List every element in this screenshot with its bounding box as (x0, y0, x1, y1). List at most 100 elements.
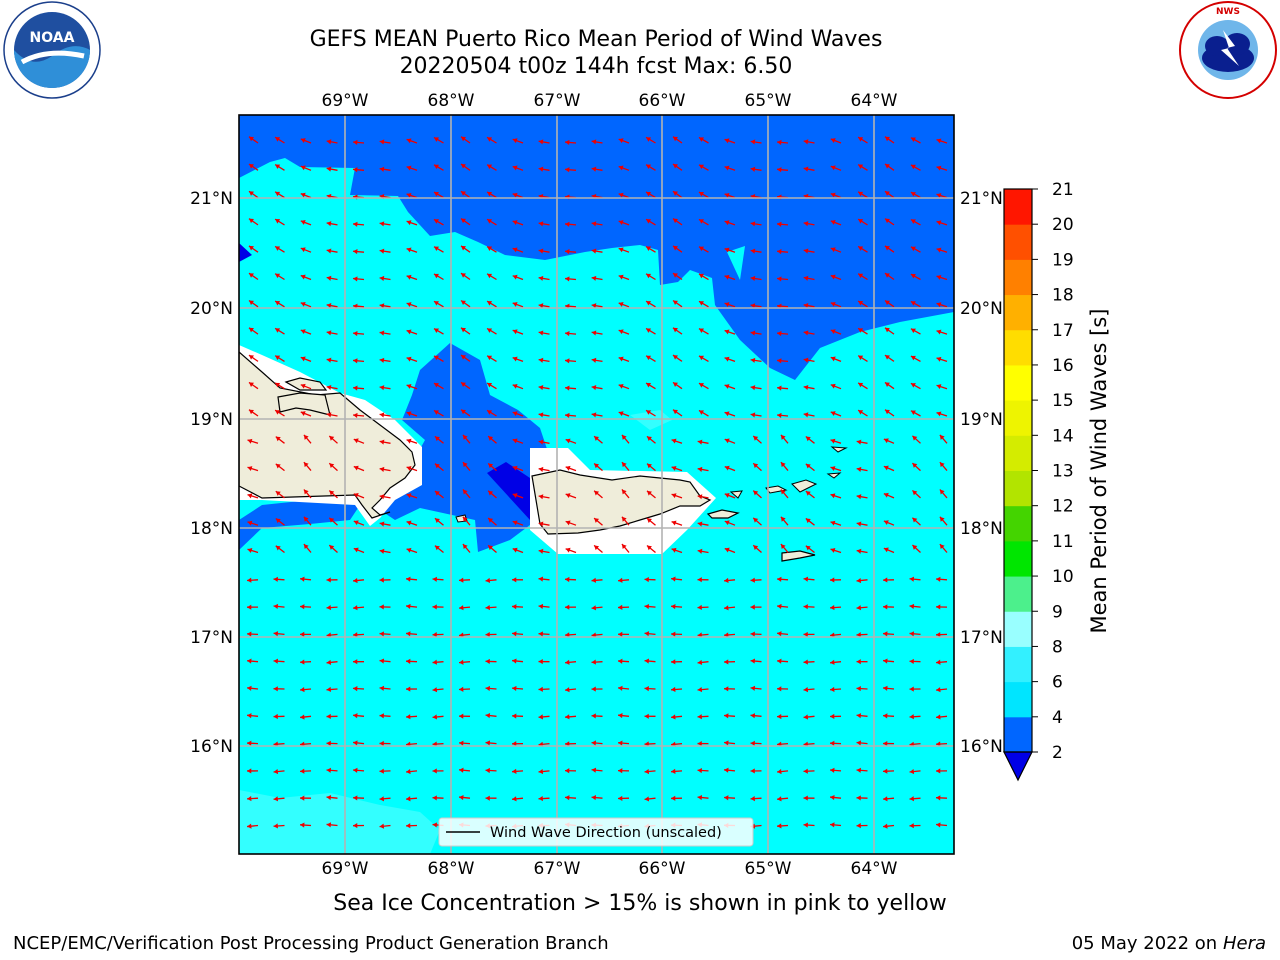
wind-arrow-head (379, 548, 385, 554)
wind-arrow-head (406, 274, 412, 280)
wind-arrow-head (538, 576, 544, 582)
wind-arrow-head (512, 165, 518, 171)
wind-arrow-head (803, 275, 809, 281)
wind-arrow-head (353, 385, 358, 391)
wind-arrow-head (538, 494, 544, 500)
wind-arrow-head (326, 740, 331, 746)
wind-arrow-head (326, 275, 332, 281)
wind-arrow-head (724, 220, 730, 226)
wind-arrow-head (858, 219, 864, 224)
wind-arrow-head (512, 138, 518, 144)
wind-arrow-head (248, 355, 254, 360)
wind-arrow-head (884, 245, 890, 251)
wind-arrow-head (884, 409, 890, 415)
colorbar-segment (1004, 611, 1032, 647)
wind-arrow-head (777, 769, 782, 775)
wind-arrow-head (433, 246, 439, 252)
wind-arrow-head (248, 191, 254, 196)
wind-arrow-head (275, 410, 281, 415)
colorbar-segment (1004, 294, 1032, 331)
puerto-rico-land (531, 469, 712, 535)
wind-arrow-head (247, 823, 252, 829)
wind-arrow-head (353, 358, 358, 364)
wind-arrow-head (883, 438, 889, 444)
wind-arrow-head (697, 466, 703, 472)
wind-arrow-head (777, 385, 782, 391)
wind-arrow-head (909, 576, 915, 582)
wind-arrow-head (805, 436, 811, 442)
wind-arrow-head (538, 686, 543, 692)
wind-arrow-head (432, 795, 437, 801)
wind-arrow-head (248, 164, 254, 169)
date-stamp: 05 May 2022 on Hera (1072, 933, 1266, 954)
wind-arrow-head (777, 139, 782, 145)
wind-arrow-head (724, 605, 729, 611)
wind-arrow-head (644, 576, 649, 583)
lat-label-left: 17°N (190, 628, 233, 648)
wind-arrow-head (724, 493, 730, 498)
nws-logo: NWS (1179, 1, 1277, 99)
wind-arrow-head (724, 438, 730, 444)
wind-arrow-head (300, 247, 306, 253)
wind-arrow-head (672, 300, 678, 306)
wind-arrow-head (326, 659, 332, 665)
wind-arrow-head (488, 436, 494, 441)
wind-arrow-head (646, 545, 652, 551)
wind-arrow-head (646, 328, 652, 333)
colorbar-segment (1004, 364, 1032, 401)
wind-arrow-head (300, 768, 305, 774)
wind-arrow-head (300, 356, 306, 362)
wind-arrow-head (247, 631, 252, 637)
wind-arrow-head (460, 191, 466, 196)
wind-arrow-head (248, 382, 254, 387)
wind-arrow-head (805, 545, 811, 551)
wind-arrow-head (856, 686, 861, 692)
wind-arrow-head (487, 328, 493, 333)
lon-label-bottom: 68°W (428, 859, 475, 879)
wind-arrow-head (275, 301, 281, 306)
wind-arrow-head (273, 769, 279, 775)
wind-arrow-head (618, 247, 624, 253)
wind-arrow-head (803, 330, 809, 336)
wind-arrow-head (724, 356, 730, 362)
wind-arrow-head (300, 576, 305, 582)
wind-arrow-head (406, 302, 412, 308)
wind-arrow-head (275, 436, 281, 442)
wind-arrow-head (936, 632, 941, 638)
wind-arrow-head (724, 713, 729, 719)
lon-labels-bottom: 69°W 68°W 67°W 66°W 65°W 64°W (322, 859, 898, 879)
wind-arrow-head (433, 410, 439, 415)
wind-arrow-head (591, 713, 596, 719)
high-period-region-south (239, 790, 440, 854)
wind-arrow-head (621, 489, 627, 495)
wind-arrow-head (353, 276, 358, 282)
wind-arrow-head (326, 166, 332, 172)
wind-arrow-head (460, 273, 466, 278)
wind-arrow-head (379, 685, 385, 691)
wind-arrow-head (459, 686, 464, 692)
wind-arrow-head (459, 740, 464, 746)
wind-arrow-head (326, 384, 332, 391)
wind-arrow-head (909, 603, 915, 609)
wind-arrow-head (353, 632, 358, 638)
wind-arrow-head (512, 192, 518, 198)
wind-arrow-head (672, 355, 678, 360)
wind-arrow-head (485, 713, 491, 719)
wind-arrow-head (939, 434, 945, 440)
low-period-region-north (239, 115, 954, 380)
wind-arrow-head (488, 545, 494, 551)
wind-arrow-head (883, 604, 888, 610)
wind-arrow-head (803, 659, 808, 665)
colorbar-segment (1004, 576, 1032, 612)
wind-arrow-head (459, 713, 464, 719)
wind-arrow-head (724, 384, 730, 389)
wind-arrow-head (671, 576, 676, 582)
wind-arrow-head (273, 796, 279, 802)
wind-arrow-head (724, 577, 729, 584)
wind-arrow-head (671, 493, 677, 499)
wind-arrow-head (858, 273, 864, 279)
wind-arrow-head (379, 412, 385, 418)
wind-arrow-head (353, 167, 358, 173)
wind-arrow-head (326, 577, 331, 583)
wind-arrow-head (646, 355, 652, 361)
